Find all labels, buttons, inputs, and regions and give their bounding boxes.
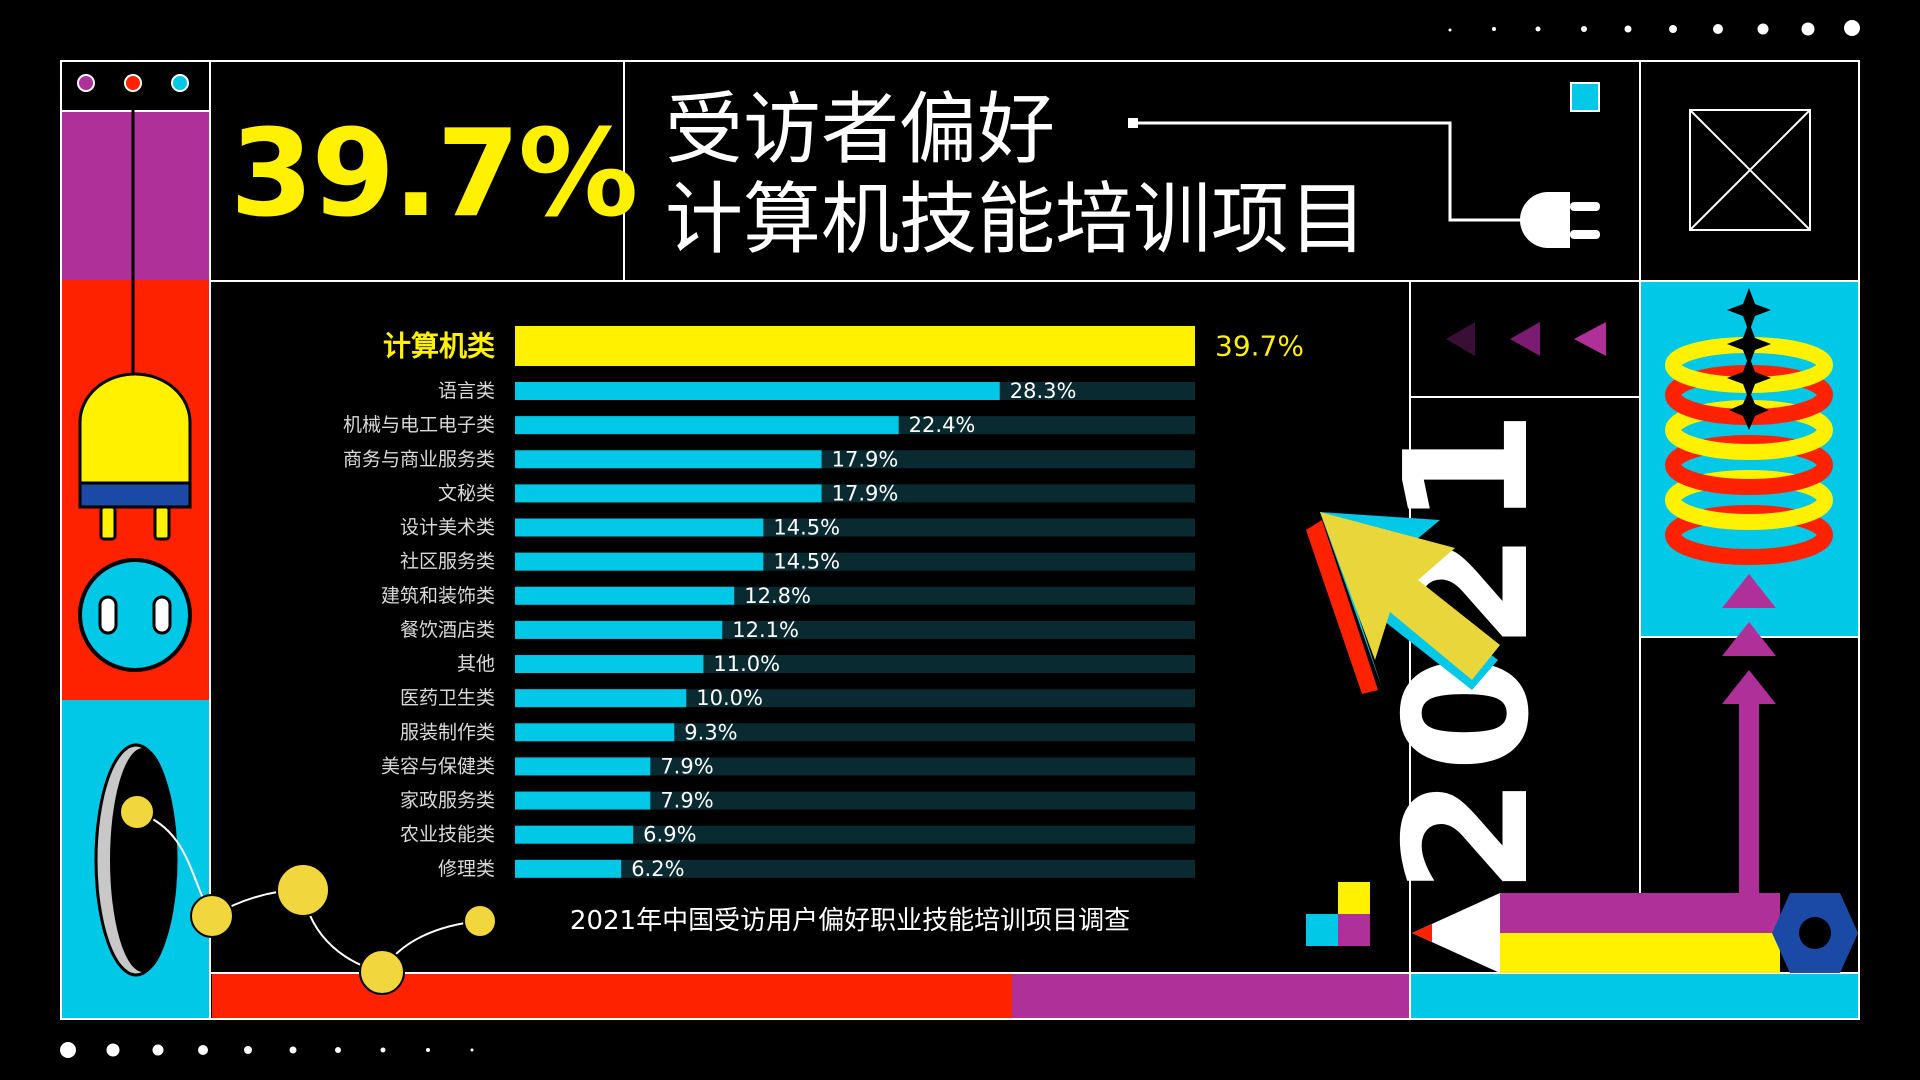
left-socket-icon [78,558,192,672]
category-label: 商务与商业服务类 [343,448,495,470]
sparkle-icons [1727,288,1771,430]
bar-track [515,723,1195,742]
value-label: 39.7% [1215,330,1304,363]
bar [515,757,651,776]
value-label: 7.9% [660,789,713,813]
bottom-stripe-cyan [1410,974,1858,1018]
divider-bottom-stripe [209,972,1860,974]
bar [515,791,651,810]
bottom-dot-trail [60,1042,474,1058]
value-label: 17.9% [832,447,899,471]
category-label: 计算机类 [383,330,495,363]
bar [515,450,822,469]
category-label: 家政服务类 [400,790,495,812]
divider-dots-row [60,110,211,112]
bar-track [515,757,1195,776]
value-label: 14.5% [773,516,840,540]
window-controls [62,62,210,110]
category-label: 机械与电工电子类 [343,414,495,436]
bar [515,723,675,742]
plug-head-icon [1520,192,1600,248]
bar [515,859,622,878]
bar-track [515,825,1195,844]
category-label: 服装制作类 [400,721,495,743]
category-label: 设计美术类 [400,517,495,539]
title-line-2: 计算机技能培训项目 [665,175,1368,265]
category-label: 建筑和装饰类 [381,585,495,607]
divider-stat-title [623,60,625,282]
bar-track [515,859,1195,878]
category-label: 餐饮酒店类 [400,619,495,641]
value-label: 28.3% [1010,379,1077,403]
left-plug-icon [78,372,192,541]
value-label: 12.8% [744,584,811,608]
bar [515,689,687,708]
value-label: 10.0% [696,686,763,710]
category-label: 社区服务类 [400,551,495,573]
title-line-1: 受访者偏好 [665,85,1056,175]
category-label: 文秘类 [438,482,495,504]
value-label: 9.3% [684,720,737,744]
bar-track [515,791,1195,810]
divider-arrows-box [1409,396,1641,398]
category-label: 修理类 [438,858,495,880]
bottom-stripe-red [212,974,1012,1018]
dot-purple [77,74,95,92]
left-panel-purple [62,112,210,280]
value-label: 6.9% [643,823,696,847]
category-label: 美容与保健类 [381,755,495,777]
value-label: 6.2% [631,857,684,881]
divider-title-right [1639,60,1641,974]
cyan-square-icon [1570,82,1600,112]
value-label: 14.5% [773,550,840,574]
color-squares-icon [1306,882,1370,946]
value-label: 17.9% [832,481,899,505]
molecule-nodes-icon [119,794,497,995]
bar [515,655,704,674]
outer-frame [60,60,1860,1020]
survey-caption: 2021年中国受访用户偏好职业技能培训项目调查 [569,906,1131,936]
headline-stat: 39.7% [230,105,638,244]
divider-header-bottom [209,280,1860,282]
category-label: 语言类 [438,380,495,402]
dot-cyan [171,74,189,92]
bar [515,484,822,503]
pencil-icon [1412,893,1858,973]
divider-chart-right [1409,280,1411,1018]
category-label: 农业技能类 [400,824,495,846]
category-label: 其他 [457,653,495,675]
bar [515,586,735,605]
bar [515,825,634,844]
category-label: 医药卫生类 [400,687,495,709]
value-label: 11.0% [713,652,780,676]
bar [515,416,899,435]
value-label: 22.4% [909,413,976,437]
bar [515,552,764,571]
up-arrow-icons [1722,574,1776,896]
bottom-stripe-purple [1012,974,1410,1018]
arrow-left-icons [1446,322,1606,356]
crossed-box-icon [1689,109,1811,231]
top-dot-trail [1448,20,1860,36]
dot-red [124,74,142,92]
bar [515,382,1000,400]
cursor-icon [1306,512,1500,694]
value-label: 12.1% [732,618,799,642]
bar [515,620,723,639]
bar [515,518,764,537]
value-label: 7.9% [660,754,713,778]
divider-left-col [209,60,211,1020]
bar [515,326,1195,366]
plug-icon [1128,118,1530,222]
